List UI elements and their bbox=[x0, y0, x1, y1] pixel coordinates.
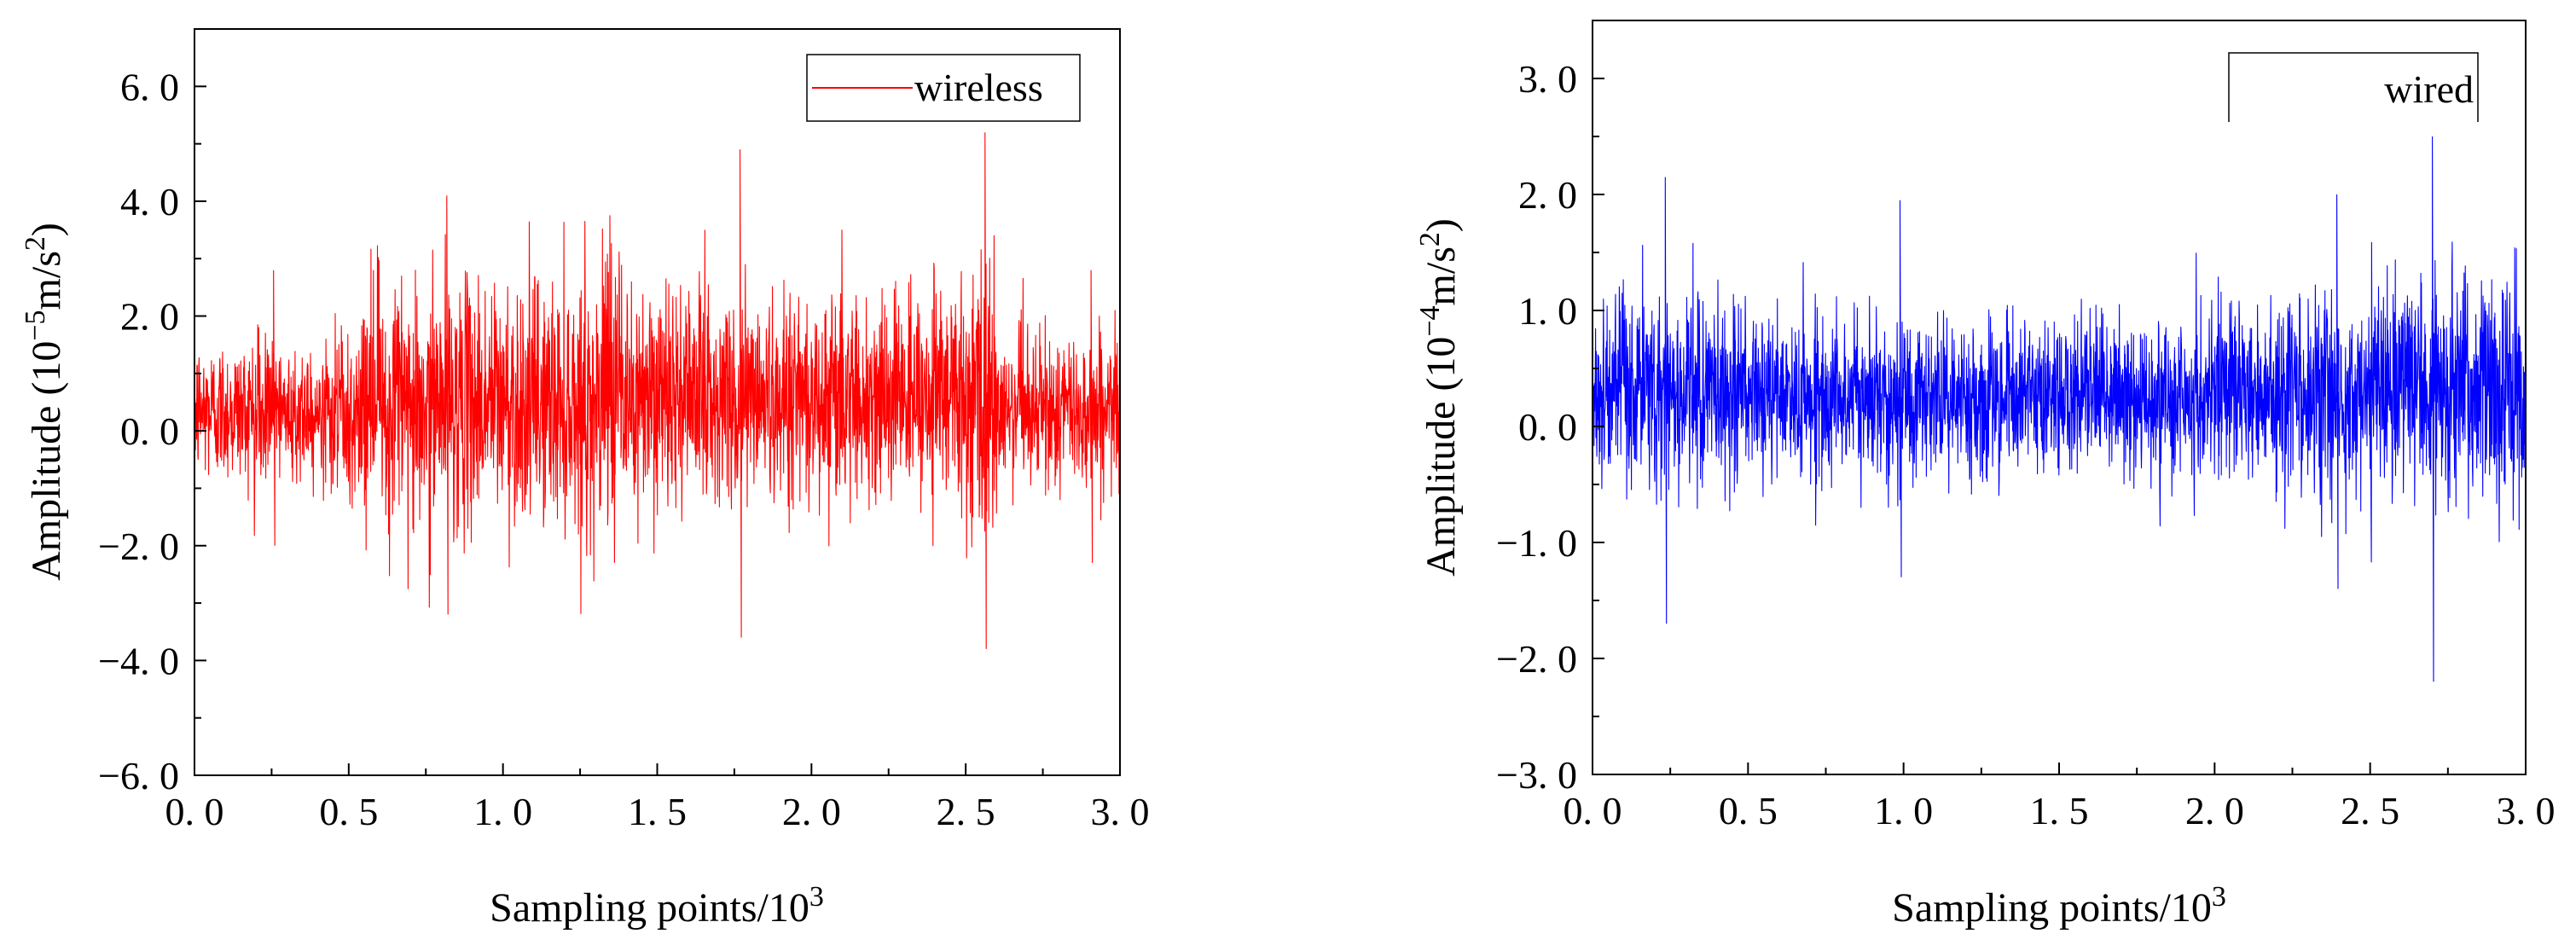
y-tick-label: −6. 0 bbox=[98, 754, 179, 797]
y-tick-label: 2. 0 bbox=[1518, 173, 1577, 217]
chart-wireless: 0. 0 0. 5 1. 0 1. 5 2. 0 2. 5 3. 0 −6. 0−4. 0−… bbox=[20, 28, 1150, 931]
x-tick-label: 1. 0 bbox=[473, 790, 532, 833]
x-tick-label: 3. 0 bbox=[1091, 790, 1150, 833]
x-tick-label: 0. 5 bbox=[319, 790, 378, 833]
series-line bbox=[194, 215, 1121, 614]
series-line bbox=[1592, 241, 2527, 563]
x-tick-label: 1. 0 bbox=[1874, 789, 1933, 832]
y-tick-label: 6. 0 bbox=[120, 65, 179, 108]
x-tick-label: 2. 0 bbox=[782, 790, 841, 833]
y-tick-label: 1. 0 bbox=[1518, 289, 1577, 333]
x-tick-label: 2. 0 bbox=[2185, 789, 2244, 832]
y-axis-ticks: −6. 0 −4. 0 −2. 0 0. 0 2. 0 4. 0 6. 0 bbox=[98, 28, 206, 797]
series-peak-spikes bbox=[1664, 136, 2434, 682]
y-tick-label: 4. 0 bbox=[120, 180, 179, 223]
x-tick-label: 0. 0 bbox=[1564, 789, 1622, 832]
x-axis-ticks: 0. 0 0. 5 1. 0 1. 5 2. 0 2. 5 3. 0 bbox=[1564, 763, 2556, 832]
x-tick-label: 2. 5 bbox=[937, 790, 995, 833]
series-peak-spikes bbox=[273, 132, 1094, 649]
y-tick-label: −2. 0 bbox=[1496, 637, 1577, 681]
x-axis-label: Sampling points/103 bbox=[490, 881, 824, 931]
y-tick-label: 3. 0 bbox=[1518, 57, 1577, 101]
y-tick-label: −4. 0 bbox=[98, 639, 179, 682]
x-axis-label: Sampling points/103 bbox=[1892, 881, 2226, 931]
x-tick-label: 0. 5 bbox=[1719, 789, 1778, 832]
x-axis-ticks: 0. 0 0. 5 1. 0 1. 5 2. 0 2. 5 3. 0 bbox=[165, 763, 1150, 833]
series-line-wired bbox=[1592, 136, 2527, 682]
x-tick-label: 0. 0 bbox=[165, 790, 224, 833]
series-line-wireless bbox=[194, 132, 1121, 649]
x-tick-label: 1. 5 bbox=[628, 790, 687, 833]
y-tick-label: −2. 0 bbox=[98, 525, 179, 568]
y-tick-label: 2. 0 bbox=[120, 295, 179, 339]
legend: wired bbox=[2228, 52, 2479, 122]
legend-label-wireless: wireless bbox=[914, 66, 1043, 109]
y-axis-label: Amplitude (10−5m/s2) bbox=[20, 223, 69, 581]
x-tick-label: 1. 5 bbox=[2030, 789, 2089, 832]
legend: wireless bbox=[806, 54, 1081, 122]
y-tick-label: −1. 0 bbox=[1496, 521, 1577, 565]
legend-box bbox=[2228, 52, 2479, 122]
chart-wired: 0. 0 0. 5 1. 0 1. 5 2. 0 2. 5 3. 0 −3. 0−2. 0−… bbox=[1414, 20, 2556, 931]
y-tick-label: −3. 0 bbox=[1496, 753, 1577, 797]
legend-label-wired: wired bbox=[2384, 67, 2474, 111]
y-tick-label: 0. 0 bbox=[1518, 405, 1577, 449]
x-tick-label: 2. 5 bbox=[2341, 789, 2399, 832]
y-axis-ticks: −3. 0 −2. 0 −1. 0 0. 0 1. 0 2. 0 3. 0 bbox=[1496, 20, 1604, 797]
y-tick-label: 0. 0 bbox=[120, 409, 179, 453]
y-axis-label: Amplitude (10−4m/s2) bbox=[1414, 218, 1464, 577]
x-tick-label: 3. 0 bbox=[2497, 789, 2556, 832]
